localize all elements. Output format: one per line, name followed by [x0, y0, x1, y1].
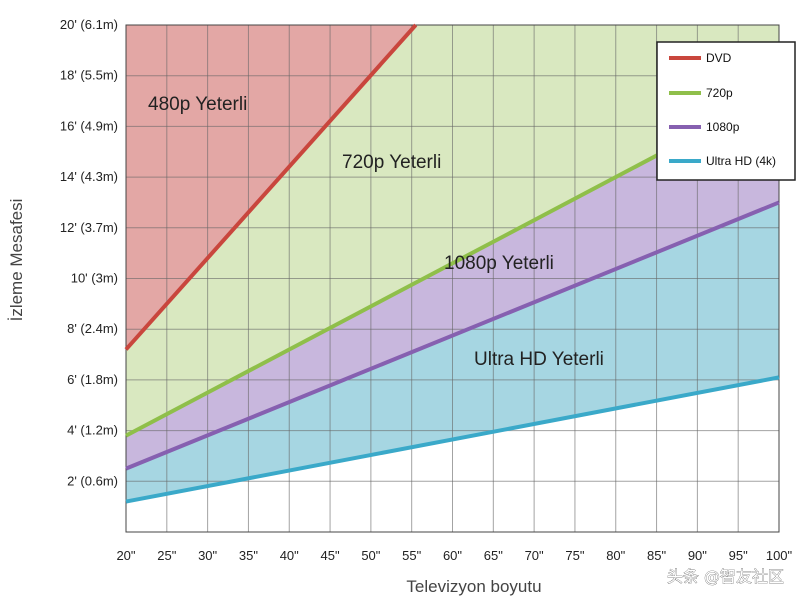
region-label-480p: 480p Yeterli: [148, 94, 247, 115]
x-tick-label: 65": [484, 548, 503, 563]
y-tick-label: 16' (4.9m): [60, 118, 118, 133]
y-tick-label: 4' (1.2m): [67, 423, 118, 438]
series-line-dvd: [124, 23, 418, 351]
x-tick-label: 25": [157, 548, 176, 563]
series-line-1080p: [125, 200, 780, 471]
y-tick-label: 14' (4.3m): [60, 169, 118, 184]
legend-label-dvd: DVD: [706, 51, 732, 65]
x-tick-label: 35": [239, 548, 258, 563]
plot-border: [125, 24, 780, 533]
region-label-720p: 720p Yeterli: [342, 152, 441, 173]
legend-label-ultra-hd: Ultra HD (4k): [706, 154, 776, 168]
x-tick-labels: 20" 25" 30" 35" 40" 45" 50" 55" 60" 65" 70" 75" 80" 8…: [116, 548, 792, 563]
x-tick-label: 90": [688, 548, 707, 563]
y-tick-label: 8' (2.4m): [67, 321, 118, 336]
y-tick-label: 20' (6.1m): [60, 17, 118, 32]
y-tick-labels: 2' (0.6m) 4' (1.2m) 6' (1.8m) 8' (2.4m) 10' …: [60, 17, 118, 488]
region-label-1080p: 1080p Yeterli: [444, 253, 554, 274]
x-tick-label: 95": [729, 548, 748, 563]
x-tick-label: 75": [565, 548, 584, 563]
x-tick-label: 55": [402, 548, 421, 563]
legend-box: [656, 41, 796, 181]
x-tick-label: 30": [198, 548, 217, 563]
x-tick-label: 50": [361, 548, 380, 563]
x-axis-title: Televizyon boyutu: [406, 577, 541, 596]
y-tick-label: 6' (1.8m): [67, 372, 118, 387]
region-label-ultra-hd: Ultra HD Yeterli: [474, 349, 604, 370]
legend-label-1080p: 1080p: [706, 120, 740, 134]
x-tick-label: 60": [443, 548, 462, 563]
y-tick-label: 12' (3.7m): [60, 220, 118, 235]
x-tick-label: 100": [766, 548, 793, 563]
y-tick-label: 10' (3m): [71, 271, 118, 286]
x-tick-label: 20": [116, 548, 135, 563]
legend-label-720p: 720p: [706, 86, 733, 100]
y-axis-title: İzleme Mesafesi: [7, 199, 26, 322]
x-tick-label: 80": [606, 548, 625, 563]
y-tick-label: 18' (5.5m): [60, 68, 118, 83]
x-tick-label: 70": [525, 548, 544, 563]
x-tick-label: 40": [280, 548, 299, 563]
legend: DVD 720p 1080p Ultra HD (4k): [656, 41, 796, 181]
x-tick-label: 85": [647, 548, 666, 563]
watermark: 头条 @智友社区: [667, 567, 784, 586]
y-tick-label: 2' (0.6m): [67, 473, 118, 488]
x-tick-label: 45": [321, 548, 340, 563]
series-line-ultra-hd-4k: [125, 375, 780, 504]
